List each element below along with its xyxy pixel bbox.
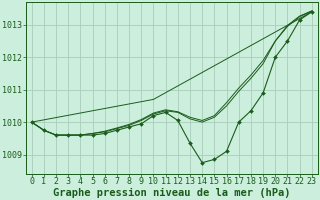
X-axis label: Graphe pression niveau de la mer (hPa): Graphe pression niveau de la mer (hPa) [53, 188, 291, 198]
